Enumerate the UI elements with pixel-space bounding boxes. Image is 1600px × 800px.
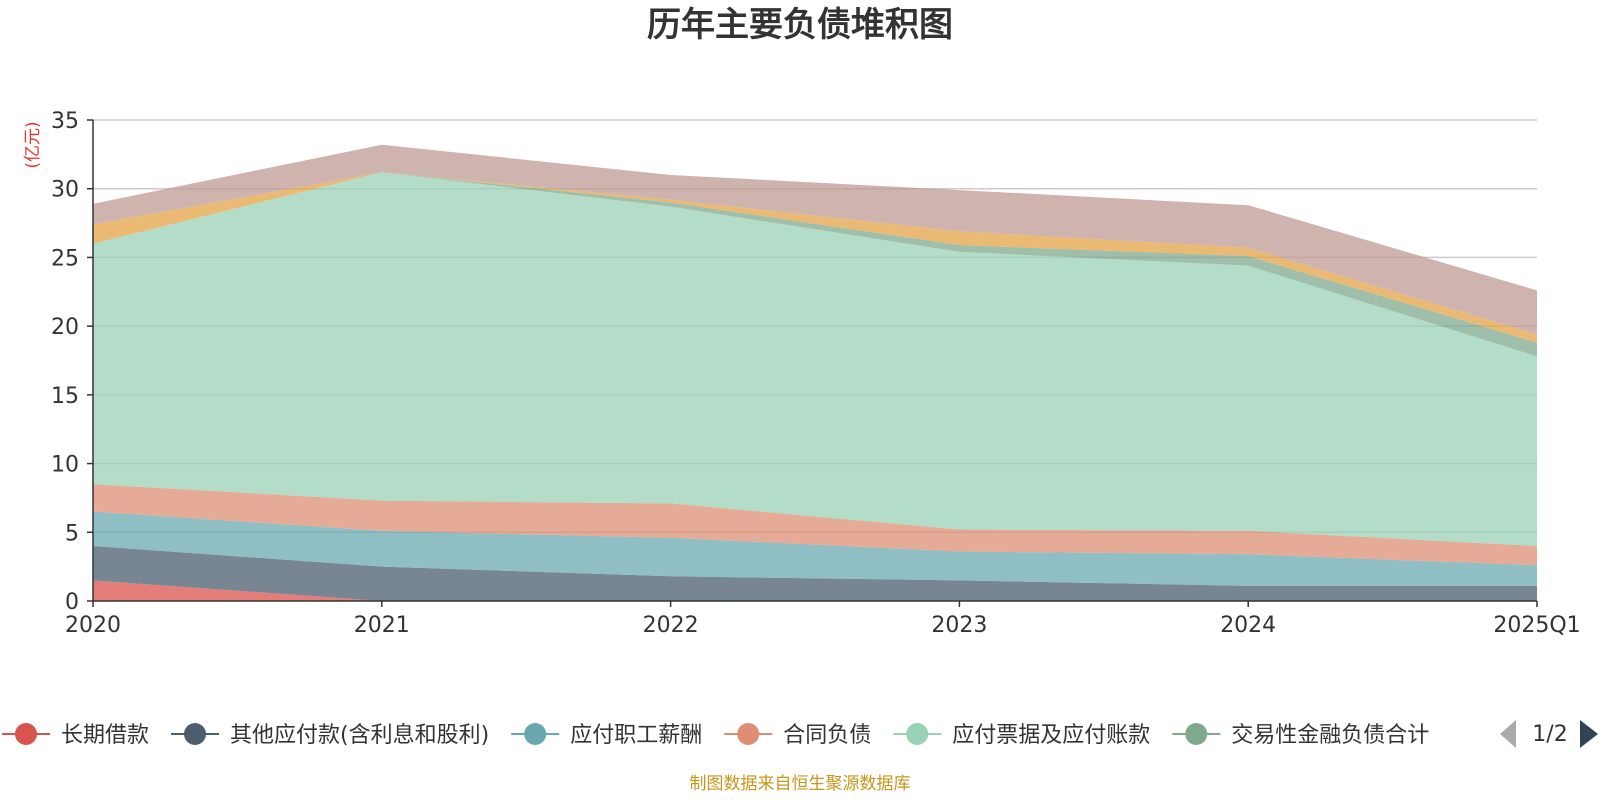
area-series bbox=[93, 144, 1537, 601]
axes bbox=[92, 120, 1537, 602]
area-series-3 bbox=[93, 511, 1537, 586]
legend-label: 其他应付款(含利息和股利) bbox=[230, 723, 489, 748]
area-series-8 bbox=[93, 144, 1537, 335]
legend-marker-icon bbox=[1185, 723, 1208, 745]
legend-item[interactable]: 长期借款 bbox=[2, 723, 149, 748]
legend-item[interactable]: 其他应付款(含利息和股利) bbox=[171, 723, 489, 748]
area-series-1 bbox=[93, 580, 1537, 601]
x-tick-label: 2024 bbox=[1220, 613, 1276, 638]
x-tick-label: 2022 bbox=[643, 613, 699, 638]
y-tick-label: 25 bbox=[51, 246, 79, 271]
y-tick-label: 15 bbox=[51, 384, 79, 409]
y-tick-label: 35 bbox=[51, 109, 79, 134]
x-tick-label: 2020 bbox=[65, 613, 121, 638]
legend-marker-icon bbox=[15, 723, 37, 745]
x-tick-label: 2023 bbox=[931, 613, 987, 638]
legend-item[interactable]: 合同负债 bbox=[724, 723, 871, 748]
chart-title: 历年主要负债堆积图 bbox=[647, 5, 953, 45]
legend-label: 交易性金融负债合计 bbox=[1231, 723, 1429, 748]
y-axis-ticks: 0 5 10 15 20 25 30 35 bbox=[51, 109, 93, 615]
y-tick-label: 0 bbox=[65, 590, 79, 615]
legend-label: 应付票据及应付账款 bbox=[952, 723, 1150, 748]
y-axis-unit-label: (亿元) bbox=[23, 121, 43, 168]
y-tick-label: 5 bbox=[65, 521, 79, 546]
x-tick-label: 2021 bbox=[354, 613, 410, 638]
data-source-note: 制图数据来自恒生聚源数据库 bbox=[690, 774, 911, 794]
area-series-2 bbox=[93, 546, 1537, 601]
legend-marker-icon bbox=[906, 723, 929, 745]
area-series-5 bbox=[93, 172, 1537, 547]
legend-marker-icon bbox=[184, 723, 207, 745]
legend-pager: 1/2 bbox=[1500, 720, 1598, 748]
area-series-4 bbox=[93, 484, 1537, 566]
legend-label: 合同负债 bbox=[783, 723, 871, 748]
x-tick-label: 2025Q1 bbox=[1493, 613, 1580, 638]
y-tick-label: 30 bbox=[51, 178, 79, 203]
legend-item[interactable]: 交易性金融负债合计 bbox=[1172, 723, 1429, 748]
area-series-6 bbox=[93, 172, 1537, 357]
legend-prev-page-icon[interactable] bbox=[1500, 720, 1516, 748]
legend-marker-icon bbox=[524, 723, 547, 745]
x-axis-ticks: 2020 2021 2022 2023 2024 2025Q1 bbox=[65, 601, 1581, 638]
legend-marker-icon bbox=[737, 723, 760, 745]
y-tick-label: 20 bbox=[51, 315, 79, 340]
y-tick-label: 10 bbox=[51, 453, 79, 478]
legend-next-page-icon[interactable] bbox=[1580, 720, 1598, 748]
legend-label: 应付职工薪酬 bbox=[570, 723, 702, 748]
legend: 长期借款 其他应付款(含利息和股利) 应付职工薪酬 合同负债 应付票据及应付账款 交易性金… bbox=[2, 723, 1429, 748]
legend-page-indicator: 1/2 bbox=[1532, 722, 1567, 747]
legend-item[interactable]: 应付职工薪酬 bbox=[511, 723, 702, 748]
legend-item[interactable]: 应付票据及应付账款 bbox=[893, 723, 1150, 748]
legend-label: 长期借款 bbox=[61, 723, 149, 748]
